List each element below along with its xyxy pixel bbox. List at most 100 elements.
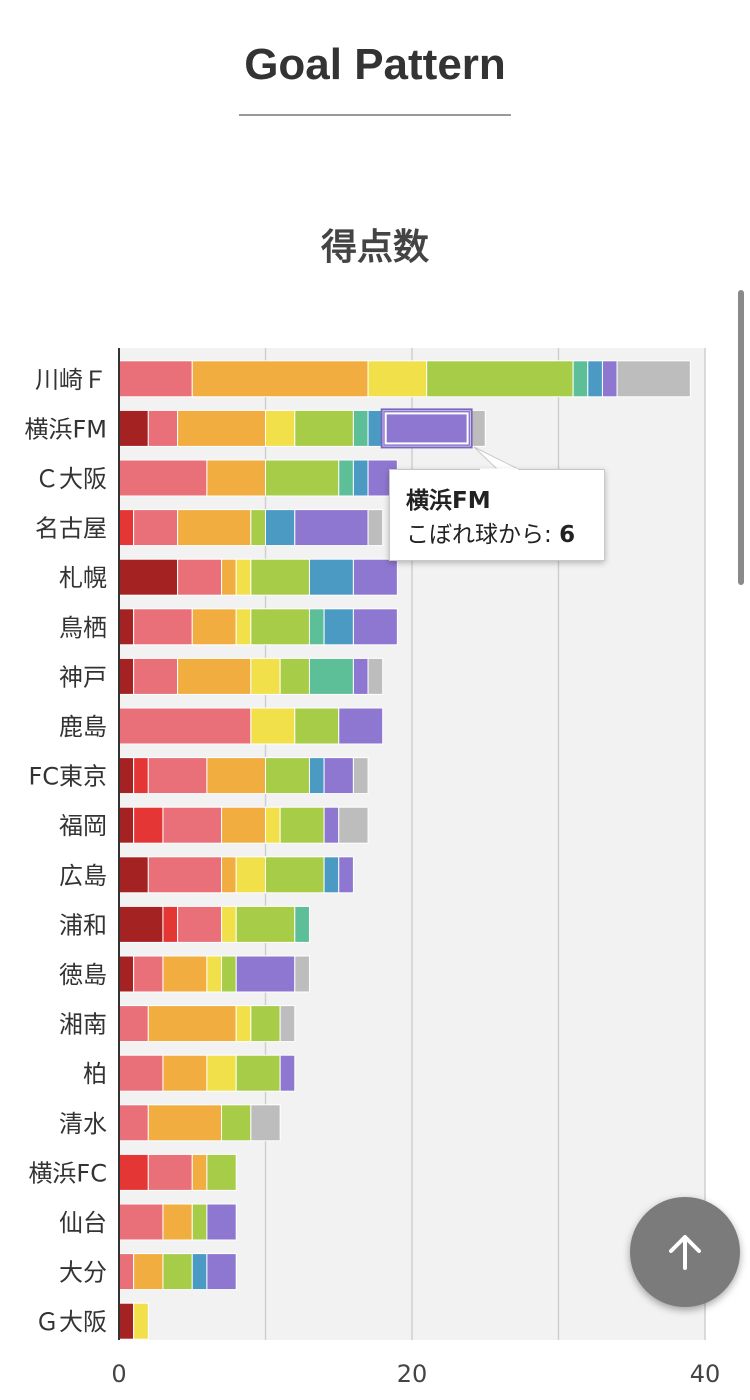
- bar-segment: [147, 409, 179, 447]
- page-title: Goal Pattern: [244, 40, 506, 89]
- x-tick-label: 0: [111, 1360, 126, 1388]
- x-tick-label: 40: [690, 1360, 721, 1388]
- chart-tooltip: 横浜FM こぼれ球から: 6: [389, 469, 605, 561]
- bar-segment: [221, 1104, 252, 1142]
- category-label: 名古屋: [35, 515, 107, 543]
- bar-segment: [279, 1054, 296, 1092]
- bar-segment: [191, 360, 369, 398]
- bar-segment: [294, 707, 340, 745]
- category-label: 清水: [59, 1110, 107, 1138]
- category-label: 札幌: [59, 564, 107, 592]
- category-label: Ｇ大阪: [35, 1308, 107, 1336]
- category-label: 鹿島: [59, 713, 107, 741]
- bar-segment: [470, 409, 486, 447]
- bar-segment: [118, 1203, 164, 1241]
- bar-segment: [308, 657, 354, 695]
- bar-segment: [133, 1253, 164, 1291]
- bar-segment: [279, 1005, 296, 1043]
- chart-title: 得点数: [320, 227, 429, 268]
- bar-segment: [177, 657, 252, 695]
- bar-segment: [367, 509, 384, 547]
- category-label: 大分: [59, 1259, 107, 1287]
- bar-segment: [367, 657, 384, 695]
- scroll-to-top-button[interactable]: [630, 1197, 740, 1307]
- bar-segment: [265, 856, 325, 894]
- bar-segment: [338, 806, 369, 844]
- x-tick-label: 20: [397, 1360, 428, 1388]
- bar-segment: [206, 1153, 237, 1191]
- bar-segment: [279, 806, 325, 844]
- bar-segment: [118, 459, 208, 497]
- bar-segment: [221, 806, 267, 844]
- category-label: 仙台: [59, 1209, 107, 1237]
- category-label: 鳥栖: [59, 614, 107, 642]
- category-label: 広島: [59, 862, 107, 890]
- category-label: 徳島: [59, 961, 107, 989]
- bar-segment: [206, 1054, 237, 1092]
- category-label: 横浜FM: [24, 415, 107, 443]
- bar-segment: [382, 409, 472, 447]
- arrow-up-icon: [669, 1235, 701, 1270]
- bar-segment: [265, 459, 340, 497]
- bar-segment: [426, 360, 574, 398]
- bar-segment: [147, 1153, 193, 1191]
- category-label: 福岡: [59, 812, 107, 840]
- bar-segment: [177, 509, 252, 547]
- category-label: 神戸: [59, 663, 107, 691]
- bar-segment: [162, 806, 223, 844]
- category-label: 浦和: [59, 911, 107, 939]
- bar-segment: [294, 409, 354, 447]
- bar-segment: [235, 1054, 281, 1092]
- bar-segment: [177, 409, 267, 447]
- bar-segment: [133, 806, 164, 844]
- bar-segment: [133, 1302, 149, 1340]
- bar-segment: [133, 955, 164, 993]
- highlight-outline: [384, 412, 469, 445]
- category-label: 横浜FC: [28, 1159, 107, 1187]
- bar-segment: [118, 1005, 149, 1043]
- bar-segment: [250, 1104, 281, 1142]
- bar-segment: [367, 360, 428, 398]
- bar-segment: [250, 657, 281, 695]
- bar-segment: [147, 1005, 237, 1043]
- page-scrollbar[interactable]: [738, 290, 744, 585]
- bar-segment: [235, 856, 266, 894]
- bar-segment: [250, 608, 310, 646]
- bar-segment: [206, 1253, 237, 1291]
- bar-segment: [294, 955, 310, 993]
- title-underline: [239, 114, 511, 116]
- bar-segment: [235, 955, 296, 993]
- bar-segment: [352, 608, 398, 646]
- bar-segment: [323, 757, 354, 795]
- tooltip-value: 6: [559, 522, 576, 548]
- category-label: 川崎Ｆ: [35, 366, 107, 394]
- bar-segment: [118, 856, 149, 894]
- bar-segment: [206, 459, 266, 497]
- category-label: Ｃ大阪: [35, 465, 107, 493]
- stacked-bar-chart: 川崎Ｆ横浜FMＣ大阪名古屋札幌鳥栖神戸鹿島FC東京福岡広島浦和徳島湘南柏清水横浜…: [24, 348, 721, 1388]
- bar-segment: [147, 856, 223, 894]
- bar-segment: [118, 905, 164, 943]
- category-label: FC東京: [28, 763, 107, 791]
- highlight-border: [380, 408, 473, 449]
- bar-segment: [162, 1054, 208, 1092]
- bar-segment: [250, 558, 310, 596]
- bar-segment: [265, 409, 296, 447]
- bar-segment: [338, 856, 354, 894]
- bar-segment: [133, 509, 179, 547]
- bar-segment: [250, 707, 296, 745]
- bar-segment: [265, 757, 310, 795]
- bar-segment: [118, 1153, 149, 1191]
- category-label: 柏: [83, 1060, 107, 1088]
- tooltip-team: 横浜FM: [406, 488, 491, 514]
- category-label: 湘南: [59, 1011, 107, 1039]
- bar-segment: [206, 1203, 237, 1241]
- bar-segment: [352, 558, 398, 596]
- bar-segment: [133, 657, 179, 695]
- tooltip-label: こぼれ球から:: [406, 522, 552, 548]
- bar-segment: [352, 757, 369, 795]
- bar-segment: [338, 707, 384, 745]
- bar-segment: [616, 360, 691, 398]
- bar-segment: [162, 955, 208, 993]
